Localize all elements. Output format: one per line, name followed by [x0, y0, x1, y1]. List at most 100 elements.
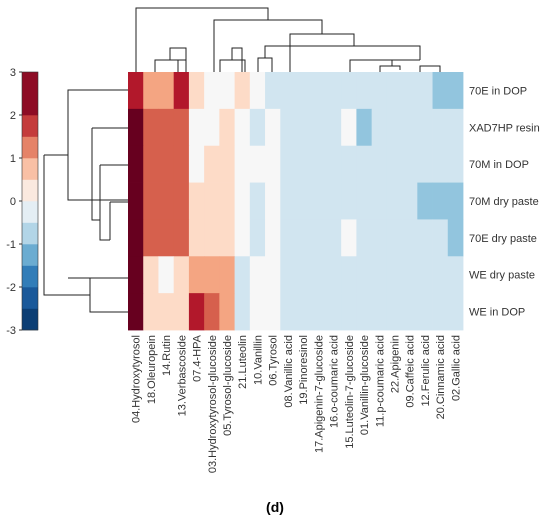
heatmap-cell: [219, 256, 235, 294]
heatmap-cell: [432, 108, 449, 147]
heatmap-cell: [386, 182, 403, 220]
colorbar-tick-label: 1: [10, 153, 16, 165]
heatmap-cell: [280, 256, 296, 294]
heatmap-cell: [265, 256, 281, 294]
heatmap-cell: [295, 219, 312, 257]
column-label: 06.Tyrosol: [268, 335, 280, 386]
row-dendrogram: [43, 89, 128, 313]
column-label: 11.p-coumaric acid: [374, 335, 386, 427]
heatmap-cell: [402, 293, 418, 331]
row-label: XAD7HP resin: [469, 122, 540, 134]
heatmap-cell: [341, 182, 357, 220]
column-label: 17.Apigenin-7-glucoside: [313, 335, 325, 453]
heatmap-cell: [402, 182, 418, 220]
heatmap-cell: [295, 256, 312, 294]
heatmap-cell: [371, 219, 388, 257]
heatmap-cell: [158, 108, 175, 147]
column-label: 12.Ferulic acid: [420, 335, 432, 407]
heatmap-cell: [265, 219, 281, 257]
heatmap-cell: [173, 219, 190, 257]
heatmap-cell: [249, 219, 266, 257]
column-dendrogram: [135, 7, 441, 72]
row-label: 70M in DOP: [469, 159, 529, 171]
heatmap-cell: [386, 256, 403, 294]
heatmap-cell: [325, 72, 342, 110]
heatmap-cell: [310, 256, 327, 294]
heatmap-cell: [128, 108, 144, 147]
heatmap-cell: [249, 108, 266, 147]
heatmap-cell: [143, 256, 159, 294]
heatmap-cell: [280, 108, 296, 147]
heatmap-cell: [341, 293, 357, 331]
heatmap-cell: [128, 72, 144, 110]
heatmap-cell: [402, 256, 418, 294]
heatmap-cell: [356, 182, 373, 220]
heatmap-cell: [417, 108, 433, 147]
column-label: 02.Gallic acid: [450, 335, 462, 401]
heatmap-cell: [386, 145, 403, 183]
colorbar-band: [22, 136, 38, 159]
heatmap-cell: [204, 256, 220, 294]
heatmap-cell: [310, 108, 327, 147]
heatmap-cell: [219, 182, 235, 220]
heatmap-cell: [219, 108, 235, 147]
colorbar-band: [22, 265, 38, 288]
heatmap-cell: [128, 293, 144, 331]
heatmap-cell: [325, 293, 342, 331]
heatmap-cell: [356, 256, 373, 294]
heatmap-cell: [188, 293, 205, 331]
colorbar-tick-label: -1: [6, 239, 16, 251]
heatmap-cell: [188, 145, 205, 183]
column-label: 09.Caffeic acid: [405, 335, 417, 408]
heatmap-cell: [386, 219, 403, 257]
heatmap-cell: [417, 219, 433, 257]
heatmap-cell: [432, 182, 449, 220]
heatmap-cell: [249, 72, 266, 110]
column-label: 19.Pinoresinol: [298, 335, 310, 405]
heatmap-cell: [173, 72, 190, 110]
column-label: 04.Hydroxytyrosol: [131, 335, 143, 423]
heatmap-cell: [325, 219, 342, 257]
heatmap-cell: [280, 145, 296, 183]
colorbar-tick-label: -3: [6, 325, 16, 337]
heatmap-cell: [432, 72, 449, 110]
heatmap-cell: [310, 293, 327, 331]
heatmap-cell: [447, 256, 464, 294]
heatmap-cell: [234, 182, 251, 220]
row-label: WE dry paste: [469, 270, 535, 282]
colorbar-tick-label: 0: [10, 196, 16, 208]
heatmap-cell: [143, 72, 159, 110]
colorbar-tick-label: 2: [10, 110, 16, 122]
heatmap-cell: [371, 145, 388, 183]
heatmap-cell: [173, 145, 190, 183]
heatmap-cell: [432, 256, 449, 294]
heatmap-cell: [417, 256, 433, 294]
heatmap-cell: [204, 293, 220, 331]
heatmap-cell: [325, 108, 342, 147]
heatmap-cell: [249, 145, 266, 183]
heatmap-cell: [173, 108, 190, 147]
heatmap-cell: [295, 293, 312, 331]
heatmap-cell: [219, 72, 235, 110]
heatmap-cell: [447, 219, 464, 257]
row-label: WE in DOP: [469, 307, 525, 319]
heatmap-cell: [188, 108, 205, 147]
heatmap-cell: [371, 72, 388, 110]
heatmap-cell: [356, 145, 373, 183]
heatmap-cell: [402, 219, 418, 257]
heatmap-cell: [128, 256, 144, 294]
heatmap-cell: [325, 145, 342, 183]
column-label: 14.Rutin: [161, 335, 173, 376]
column-label: 22.Apigenin: [389, 335, 401, 393]
heatmap-cell: [188, 219, 205, 257]
heatmap-cell: [234, 293, 251, 331]
column-label: 18.Oleuropein: [146, 335, 158, 404]
column-label: 03.Hydroxytyrosol-glucoside: [207, 335, 219, 473]
colorbar-tick-label: -2: [6, 282, 16, 294]
heatmap-cell: [204, 219, 220, 257]
heatmap-cell: [417, 145, 433, 183]
caption: (d): [266, 499, 284, 515]
colorbar-band: [22, 179, 38, 202]
colorbar-tick-label: 3: [10, 67, 16, 79]
heatmap-cell: [128, 219, 144, 257]
